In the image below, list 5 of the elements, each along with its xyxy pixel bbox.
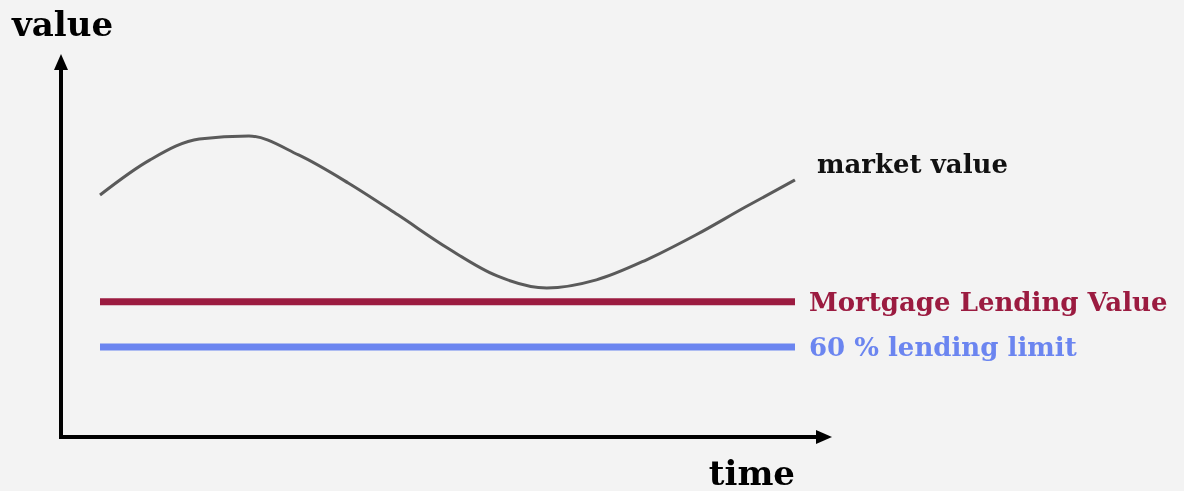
- series-label: 60 % lending limit: [809, 332, 1077, 362]
- series-label: market value: [817, 148, 1008, 179]
- y-axis-title: value: [11, 4, 114, 44]
- series-label: Mortgage Lending Value: [809, 286, 1168, 317]
- x-axis-title: time: [708, 453, 795, 491]
